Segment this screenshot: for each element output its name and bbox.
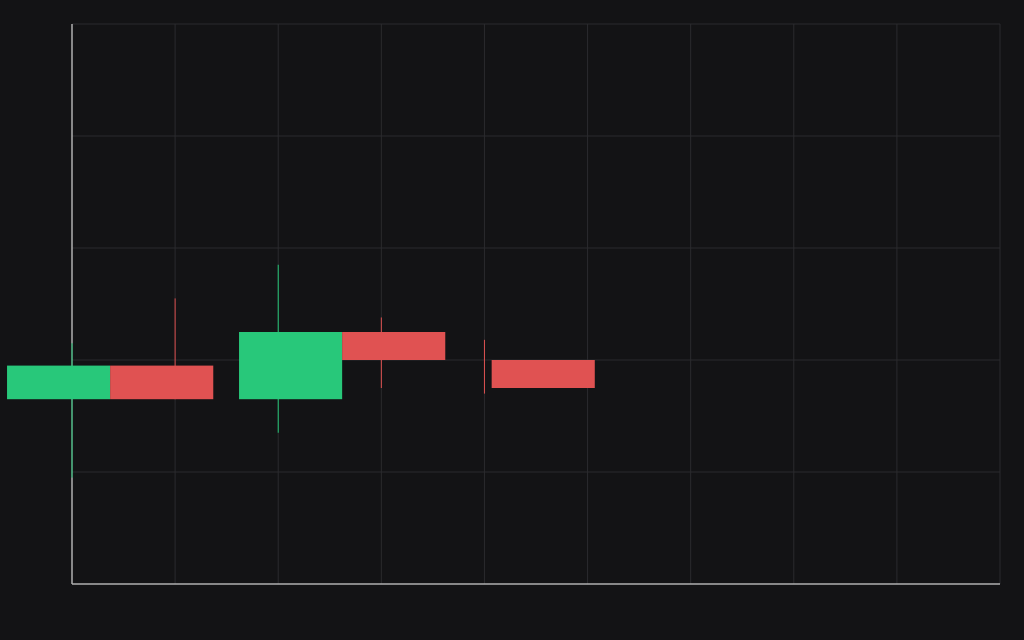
candle-body <box>342 332 446 360</box>
gridlines <box>72 23 1001 584</box>
candle <box>110 298 214 400</box>
candle-body <box>7 365 111 400</box>
candle <box>7 343 111 478</box>
axes <box>71 24 1000 585</box>
candle <box>483 339 595 394</box>
candles <box>7 264 595 478</box>
candle-body <box>239 332 343 400</box>
candle <box>239 264 343 433</box>
candle-body <box>110 365 214 400</box>
candle <box>342 317 446 388</box>
candle-body <box>491 360 595 388</box>
